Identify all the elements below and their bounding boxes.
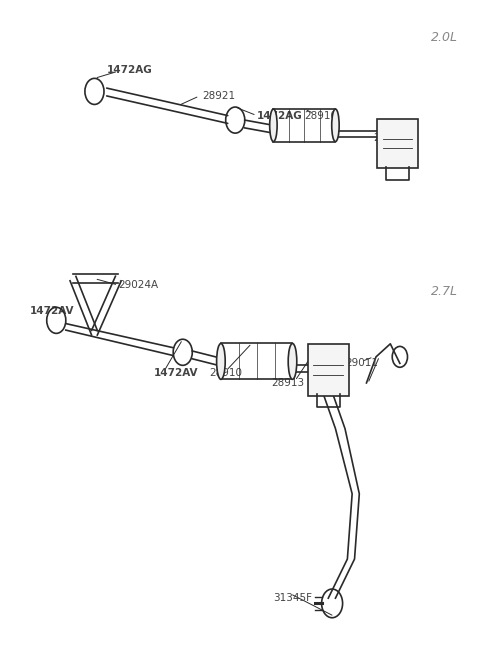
Ellipse shape	[332, 109, 339, 141]
FancyBboxPatch shape	[308, 344, 349, 396]
Bar	[221, 343, 292, 379]
FancyBboxPatch shape	[377, 119, 418, 168]
Text: 28921: 28921	[202, 91, 235, 101]
Text: 31345F: 31345F	[274, 593, 312, 603]
Text: 2.0L: 2.0L	[431, 31, 458, 44]
Ellipse shape	[216, 343, 225, 379]
Text: 1472AV: 1472AV	[154, 368, 199, 378]
Text: 2.7L: 2.7L	[431, 285, 458, 298]
Ellipse shape	[288, 343, 297, 379]
Text: 28913: 28913	[271, 378, 304, 388]
Text: 28913: 28913	[373, 134, 407, 143]
Text: 1472AG: 1472AG	[257, 111, 302, 121]
Text: 28910: 28910	[304, 111, 337, 121]
Text: 29024A: 29024A	[118, 280, 158, 290]
Text: 28910: 28910	[209, 368, 242, 378]
Text: 1472AG: 1472AG	[107, 65, 152, 75]
Text: 1472AV: 1472AV	[30, 306, 74, 316]
Text: 29011: 29011	[345, 358, 378, 368]
Ellipse shape	[270, 109, 277, 141]
Bar	[274, 109, 336, 141]
